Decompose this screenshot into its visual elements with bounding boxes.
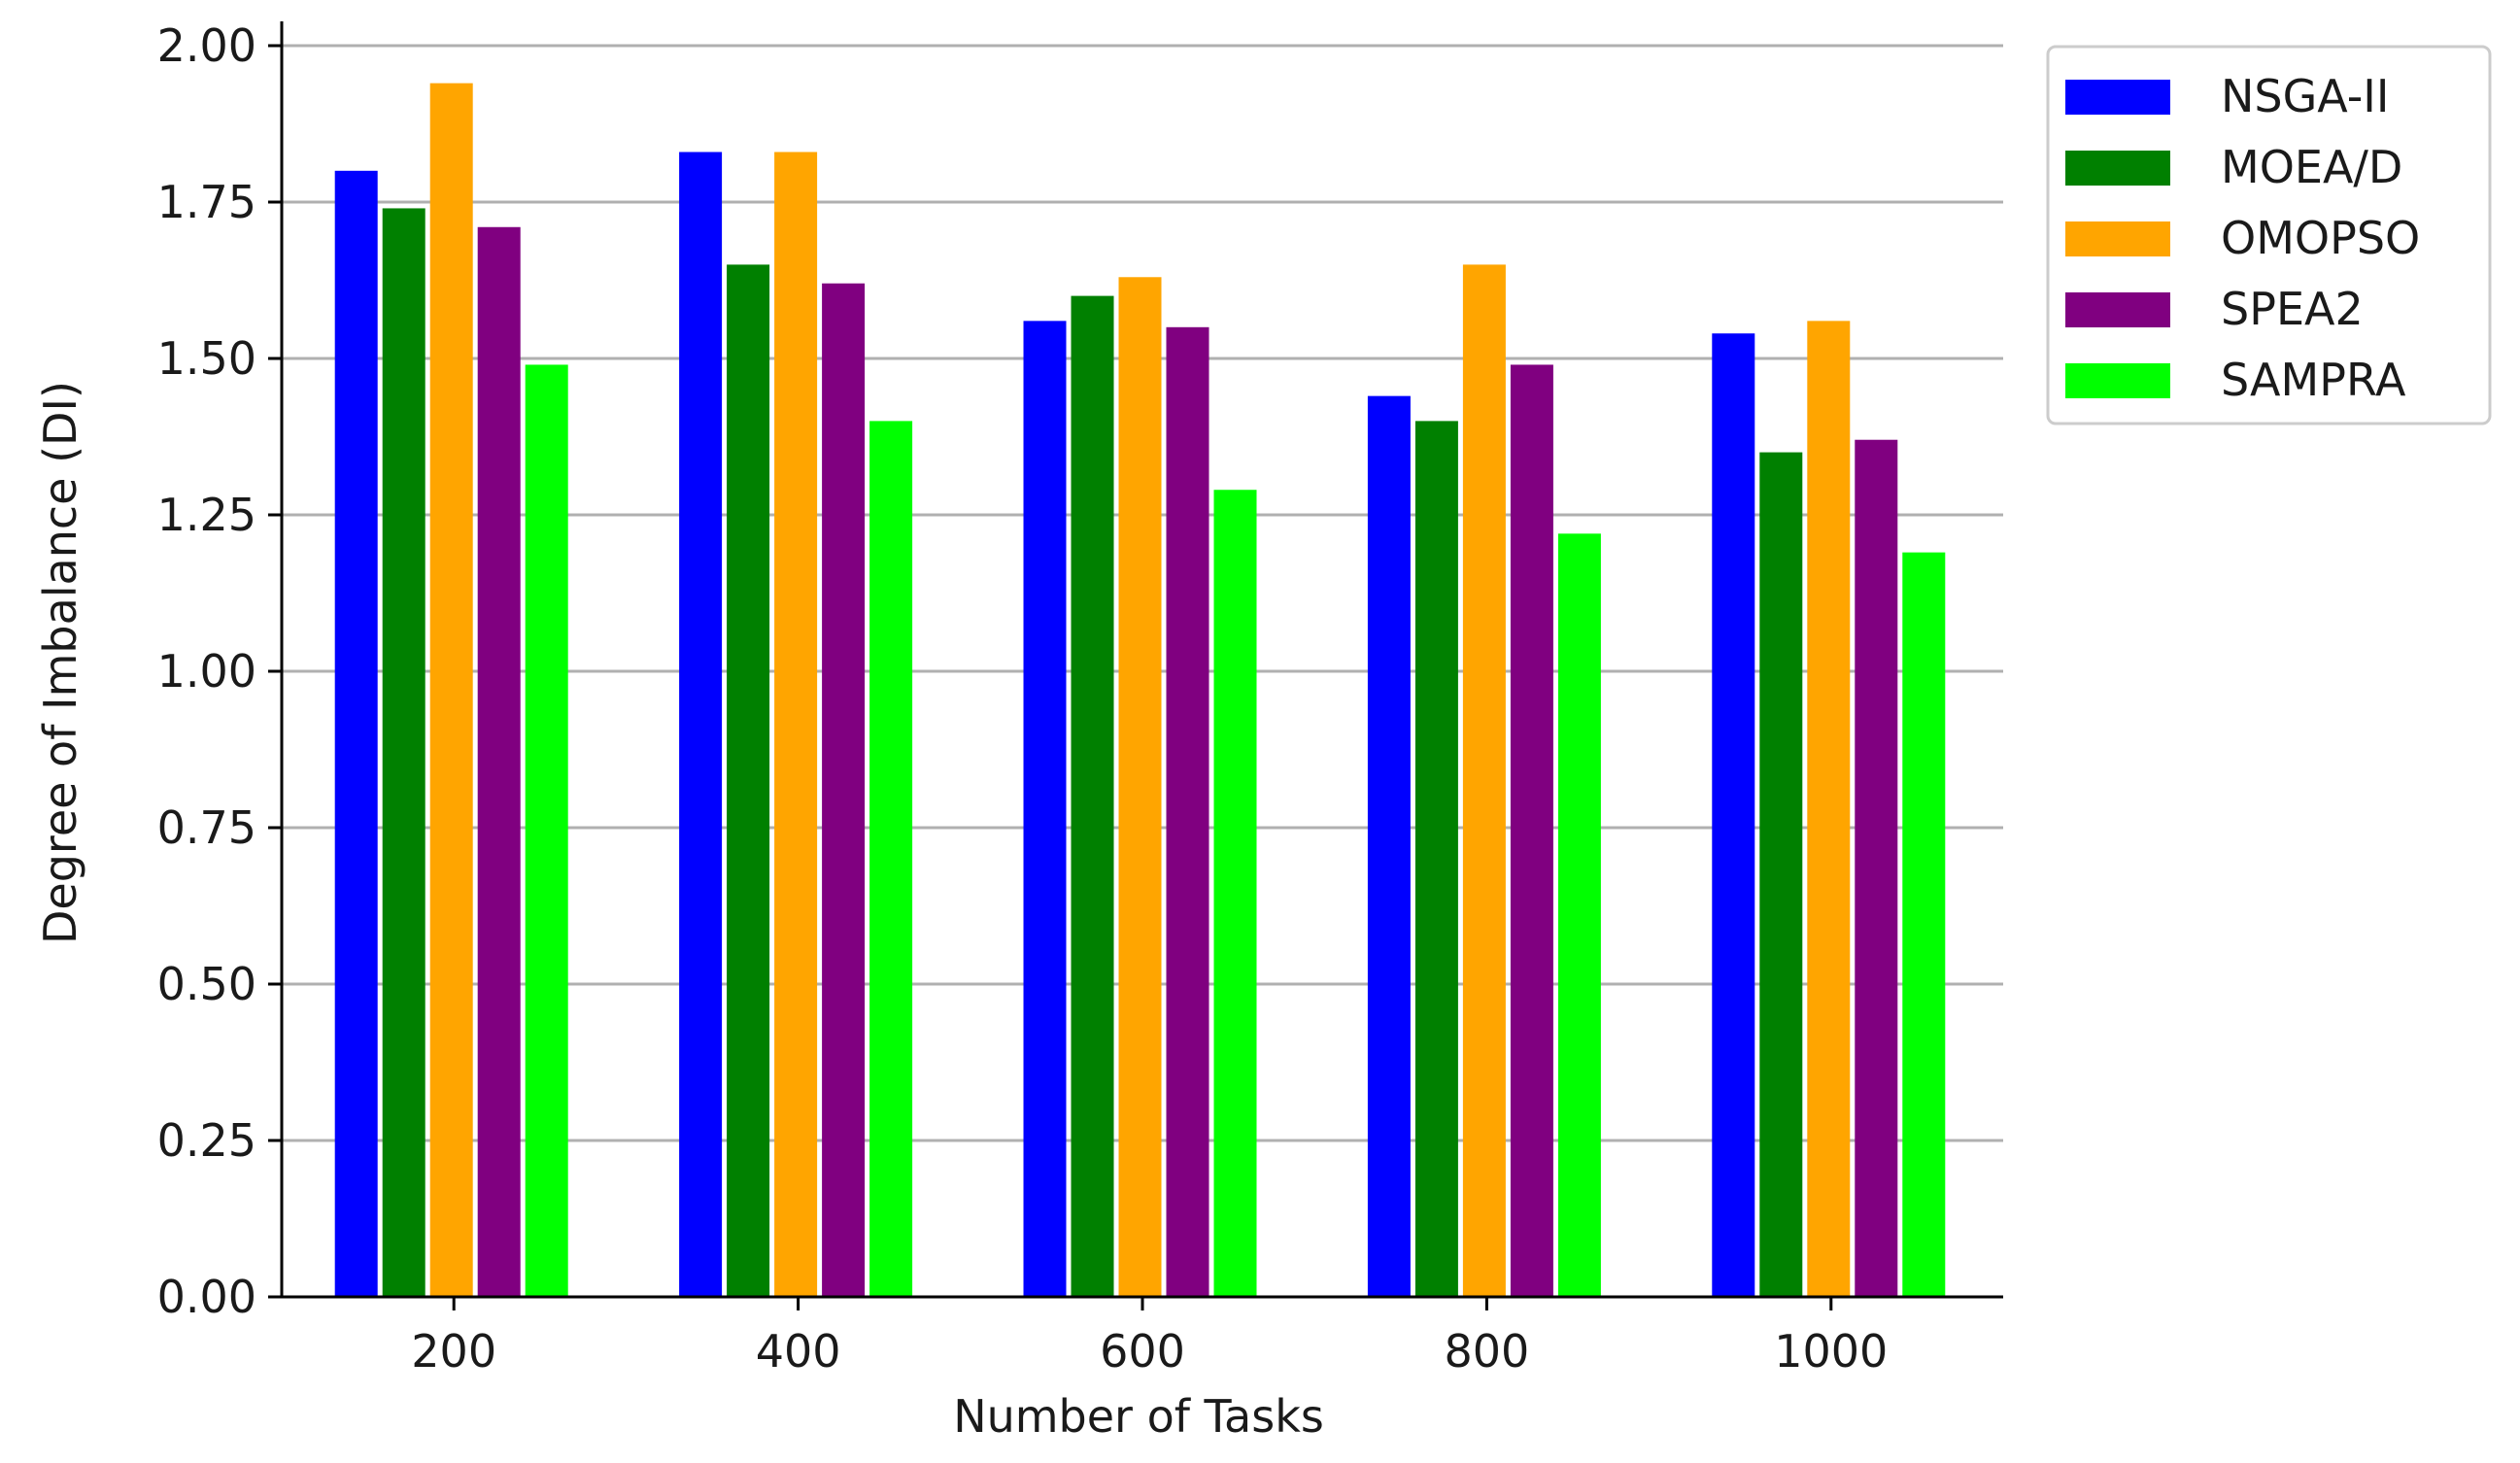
- legend-swatch-omopso: [2065, 221, 2170, 256]
- y-tick-label: 0.50: [157, 958, 256, 1010]
- y-tick-label: 2.00: [157, 19, 256, 72]
- y-tick-labels: 0.00 0.25 0.50 0.75 1.00 1.25 1.50 1.75 2.00: [157, 19, 256, 1323]
- bar-omopso-400: [774, 152, 818, 1298]
- bar-sampra-200: [525, 364, 568, 1297]
- legend-swatch-sampra: [2065, 363, 2170, 398]
- y-tick-label: 0.00: [157, 1271, 256, 1323]
- bar-sampra-1000: [1902, 552, 1946, 1297]
- y-axis-title: Degree of Imbalance (DI): [34, 381, 86, 944]
- x-axis-title: Number of Tasks: [953, 1390, 1324, 1443]
- bar-spea2-200: [477, 226, 521, 1297]
- legend-swatch-spea2: [2065, 292, 2170, 327]
- bar-nsga-ii-800: [1367, 395, 1411, 1297]
- x-tick-label: 200: [411, 1325, 496, 1378]
- y-tick-label: 0.25: [157, 1114, 256, 1167]
- bars: [334, 83, 1946, 1298]
- bar-nsga-ii-1000: [1712, 333, 1755, 1297]
- x-tick-label: 400: [756, 1325, 841, 1378]
- axes: [268, 21, 2003, 1310]
- legend-swatch-nsga-ii: [2065, 80, 2170, 115]
- bar-omopso-200: [429, 83, 473, 1297]
- bar-sampra-400: [869, 421, 913, 1297]
- legend-label: OMOPSO: [2221, 212, 2420, 264]
- bar-spea2-1000: [1855, 439, 1898, 1298]
- bar-sampra-800: [1557, 533, 1601, 1297]
- bar-spea2-800: [1510, 364, 1553, 1297]
- bar-sampra-600: [1213, 490, 1257, 1297]
- legend-label: SAMPRA: [2221, 354, 2406, 406]
- y-tick-label: 1.75: [157, 176, 256, 228]
- y-tick-label: 1.00: [157, 645, 256, 697]
- bar-moea-d-200: [382, 208, 426, 1298]
- bar-moea-d-600: [1071, 295, 1114, 1298]
- x-tick-label: 800: [1444, 1325, 1529, 1378]
- x-tick-labels: 200 400 600 800 1000: [411, 1325, 1888, 1378]
- legend-label: MOEA/D: [2221, 141, 2402, 193]
- legend: NSGA-II MOEA/D OMOPSO SPEA2 SAMPRA: [2046, 45, 2492, 425]
- bar-nsga-ii-600: [1023, 321, 1067, 1297]
- bar-moea-d-800: [1414, 421, 1458, 1297]
- y-tick-label: 1.50: [157, 332, 256, 385]
- legend-label: SPEA2: [2221, 283, 2364, 335]
- y-tick-label: 1.25: [157, 489, 256, 541]
- legend-label: NSGA-II: [2221, 70, 2389, 122]
- bar-moea-d-1000: [1759, 452, 1803, 1298]
- bar-omopso-1000: [1807, 321, 1851, 1297]
- bar-moea-d-400: [727, 264, 770, 1297]
- bar-nsga-ii-400: [679, 152, 723, 1298]
- legend-swatch-moea-d: [2065, 151, 2170, 186]
- legend-frame: [2046, 45, 2492, 425]
- bar-omopso-600: [1118, 277, 1162, 1297]
- bar-spea2-400: [822, 283, 866, 1298]
- x-tick-label: 600: [1100, 1325, 1185, 1378]
- bar-omopso-800: [1462, 264, 1506, 1297]
- bar-spea2-600: [1166, 326, 1209, 1297]
- y-tick-label: 0.75: [157, 801, 256, 854]
- bar-nsga-ii-200: [334, 170, 378, 1297]
- x-tick-label: 1000: [1774, 1325, 1888, 1378]
